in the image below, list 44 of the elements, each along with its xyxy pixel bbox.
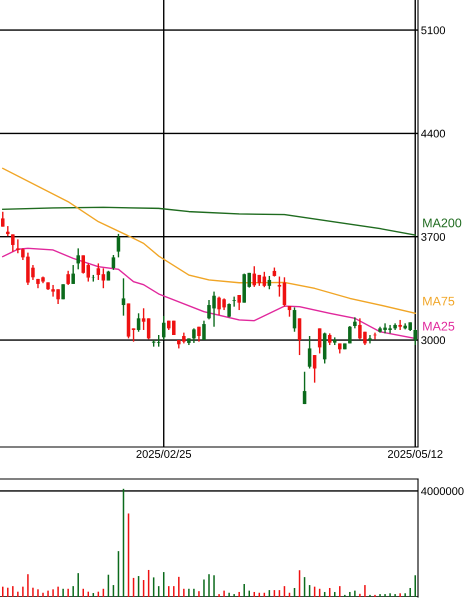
y-tick-label: 5100: [421, 26, 446, 34]
candlestick: [116, 233, 120, 258]
x-tick-label: 2025/02/25: [136, 450, 192, 458]
candlestick: [1, 211, 5, 228]
candlestick: [197, 326, 201, 342]
candlestick: [11, 234, 15, 252]
candlestick: [328, 332, 332, 346]
candlestick: [136, 312, 140, 332]
candlestick: [308, 335, 312, 370]
line-series: [2, 206, 416, 236]
candlestick: [112, 254, 116, 271]
candlestick: [318, 328, 322, 354]
candlestick: [353, 316, 357, 330]
candlestick: [6, 225, 10, 237]
candlestick: [71, 264, 75, 285]
candlestick: [232, 296, 236, 308]
candlestick: [312, 354, 316, 384]
candlestick: [227, 302, 231, 318]
x-tick-label: 2025/05/12: [388, 450, 442, 458]
candlestick: [302, 371, 306, 405]
line-series: [2, 248, 416, 340]
candlestick: [413, 328, 417, 346]
candlestick: [237, 294, 241, 311]
candlestick: [292, 306, 296, 332]
candlestick: [268, 275, 272, 290]
y-tick-label: 3000: [421, 336, 446, 344]
candlestick: [202, 320, 206, 341]
candlestick: [122, 278, 126, 316]
candlestick: [272, 266, 276, 278]
candlestick: [298, 318, 302, 356]
candlestick: [76, 248, 80, 270]
candlestick: [61, 284, 65, 300]
series-label: MA25: [423, 322, 454, 331]
y-tick-label: 3700: [421, 232, 446, 241]
y-tick-label: 4400: [421, 130, 446, 138]
candlestick: [66, 270, 70, 286]
series-label: MA200: [423, 218, 462, 228]
series-label: MA75: [423, 296, 454, 306]
line-series: [2, 168, 416, 314]
candlestick: [288, 305, 292, 318]
candlestick: [192, 328, 196, 344]
y-tick-label: 4000000: [421, 487, 464, 496]
candlestick: [162, 315, 166, 341]
candlestick: [348, 325, 352, 344]
